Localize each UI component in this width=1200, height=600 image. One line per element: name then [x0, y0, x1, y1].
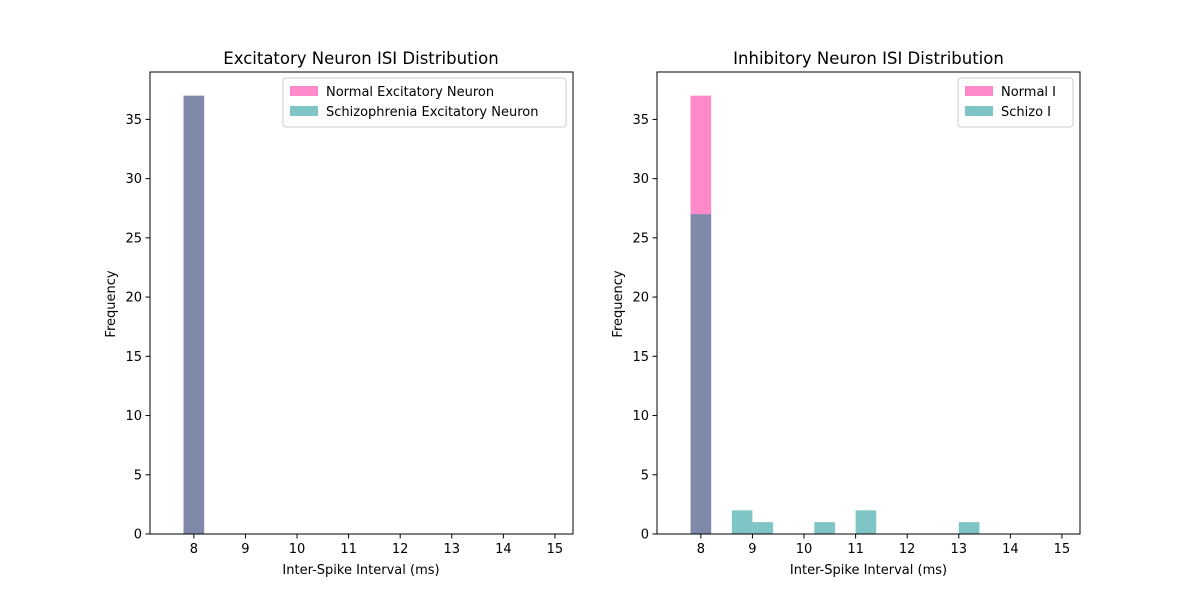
- y-tick-label: 0: [641, 528, 649, 543]
- y-tick-label: 15: [632, 350, 649, 365]
- legend-box: [282, 77, 567, 128]
- y-tick-label: 30: [632, 172, 649, 187]
- legend-entry-label: Schizophrenia Excitatory Neuron: [326, 105, 538, 120]
- chart-title: Excitatory Neuron ISI Distribution: [223, 49, 498, 68]
- histogram-bar: [731, 510, 753, 534]
- y-tick-label: 25: [632, 231, 649, 246]
- histogram-bars: [690, 95, 980, 534]
- y-axis-label: Frequency: [611, 270, 626, 337]
- x-tick-label: 13: [951, 542, 968, 557]
- x-tick-label: 10: [796, 542, 813, 557]
- histogram-bar: [958, 522, 980, 534]
- x-tick-label: 13: [444, 542, 461, 557]
- x-tick-label: 15: [1054, 542, 1071, 557]
- x-tick-label: 12: [899, 542, 916, 557]
- histogram-bar: [752, 522, 774, 534]
- legend-swatch: [290, 106, 318, 116]
- y-axis-label: Frequency: [104, 270, 119, 337]
- legend: Normal Excitatory Neuron Schizophrenia Ex…: [282, 77, 567, 128]
- legend-entry-label: Schizo I: [1001, 105, 1051, 120]
- y-axis: 0 5 10 15 20 25 30 35: [632, 113, 657, 543]
- inhibitory-histogram-panel: Inhibitory Neuron ISI Distribution Inter…: [611, 49, 1081, 578]
- x-tick-label: 12: [392, 542, 409, 557]
- x-axis: 8 9 10 11 12 13 14 15: [697, 534, 1071, 557]
- x-tick-label: 14: [1002, 542, 1019, 557]
- y-tick-label: 20: [125, 291, 142, 306]
- plot-frame: [656, 71, 1081, 535]
- histogram-bars: [183, 95, 205, 534]
- y-tick-label: 5: [641, 468, 649, 483]
- x-tick-label: 11: [340, 542, 357, 557]
- legend: Normal I Schizo I: [957, 77, 1074, 128]
- x-tick-label: 11: [847, 542, 864, 557]
- x-tick-label: 9: [241, 542, 249, 557]
- y-tick-label: 35: [632, 113, 649, 128]
- y-tick-label: 10: [632, 409, 649, 424]
- x-tick-label: 9: [748, 542, 756, 557]
- excitatory-histogram-panel: Excitatory Neuron ISI Distribution Inter…: [104, 49, 574, 578]
- y-tick-label: 35: [125, 113, 142, 128]
- x-tick-label: 10: [289, 542, 306, 557]
- legend-swatch: [290, 86, 318, 96]
- y-tick-label: 0: [134, 528, 142, 543]
- y-tick-label: 5: [134, 468, 142, 483]
- chart-title: Inhibitory Neuron ISI Distribution: [733, 49, 1004, 68]
- y-tick-label: 20: [632, 291, 649, 306]
- legend-entry-label: Normal I: [1001, 85, 1056, 100]
- y-tick-label: 25: [125, 231, 142, 246]
- histogram-bar: [690, 214, 712, 534]
- y-tick-label: 30: [125, 172, 142, 187]
- y-tick-label: 15: [125, 350, 142, 365]
- x-tick-label: 15: [547, 542, 564, 557]
- y-axis: 0 5 10 15 20 25 30 35: [125, 113, 150, 543]
- x-axis-label: Inter-Spike Interval (ms): [282, 563, 439, 578]
- legend-swatch: [965, 86, 993, 96]
- histogram-bar: [183, 95, 205, 534]
- histogram-bar: [814, 522, 835, 534]
- x-tick-label: 8: [697, 542, 705, 557]
- histogram-bar: [855, 510, 877, 534]
- legend-entry-label: Normal Excitatory Neuron: [326, 85, 494, 100]
- y-tick-label: 10: [125, 409, 142, 424]
- plot-frame: [149, 71, 574, 535]
- x-axis-label: Inter-Spike Interval (ms): [790, 563, 947, 578]
- x-tick-label: 8: [190, 542, 198, 557]
- x-axis: 8 9 10 11 12 13 14 15: [190, 534, 564, 557]
- x-tick-label: 14: [495, 542, 512, 557]
- legend-swatch: [965, 106, 993, 116]
